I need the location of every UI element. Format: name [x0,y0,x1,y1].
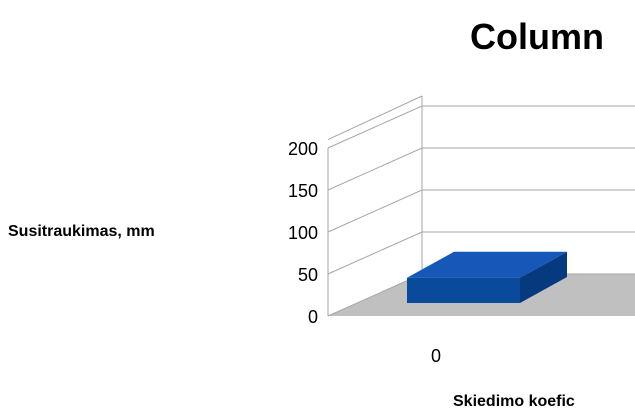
top-edge [327,95,423,141]
y-tick-label: 150 [288,181,318,201]
y-axis-label: Susitraukimas, mm [8,223,155,240]
y-tick-label: 50 [298,265,318,285]
x-tick-label: 0 [431,346,441,366]
y-tick-label: 200 [288,139,318,159]
y-tick-label: 100 [288,223,318,243]
plot-area: 0 50 100 150 200 0 [288,95,635,366]
gridline [327,147,635,191]
gridline [327,105,635,149]
bar-top-face [407,251,567,278]
x-axis-label: Skiedimo koefic [453,393,575,409]
bar-side-face [520,251,567,303]
gridline [327,189,635,233]
gridline [327,231,635,275]
bar [407,277,520,303]
chart-title: Column [470,16,604,57]
y-tick-label: 0 [308,307,318,327]
